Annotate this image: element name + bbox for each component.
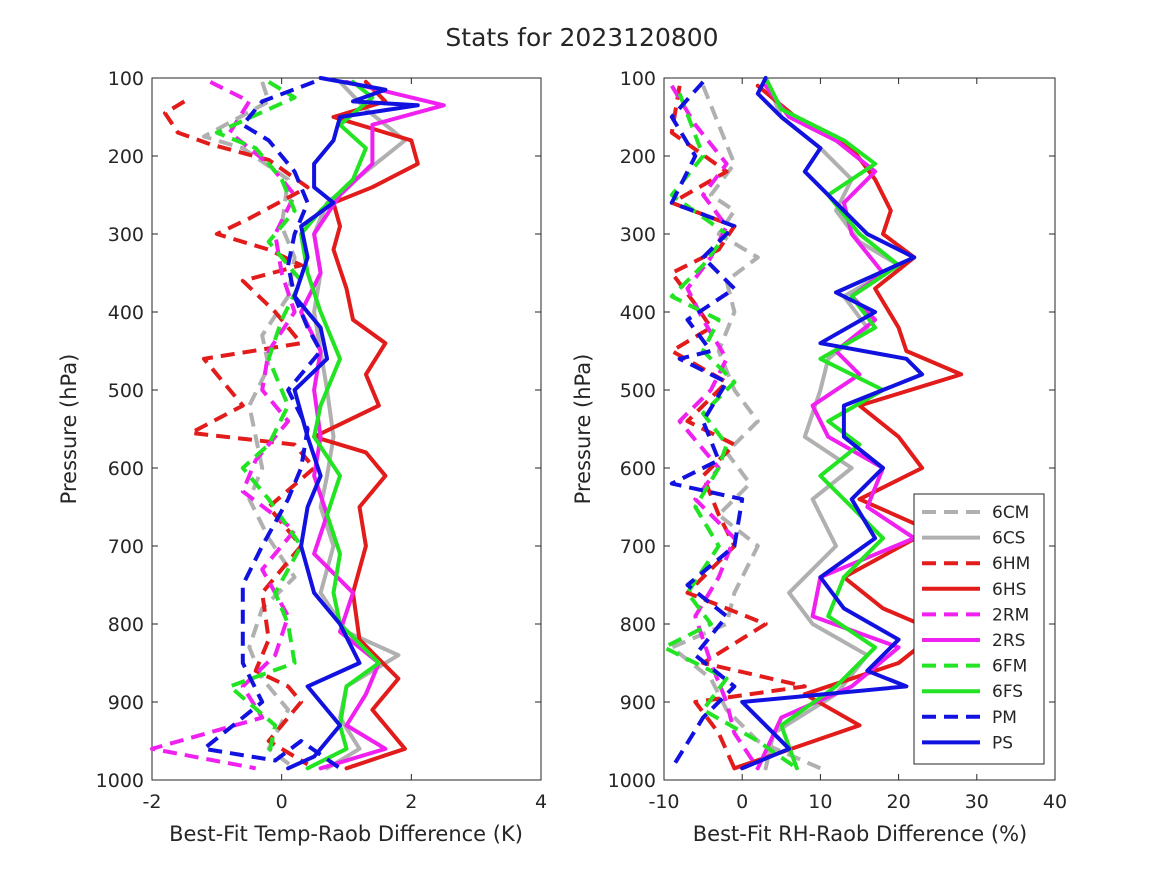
temperature-y-tick-label: 100: [108, 68, 144, 90]
legend-label-pm: PM: [992, 708, 1017, 728]
rh-x-tick-label: 0: [736, 791, 748, 813]
rh-series-line-ps: [740, 76, 925, 771]
temperature-plot-frame: [151, 77, 542, 781]
rh-series-line-6fs: [763, 76, 901, 771]
temperature-series-line-ps: [286, 76, 420, 771]
temperature-y-tick-label: 500: [108, 380, 144, 402]
temperature-y-tick-label: 300: [108, 224, 144, 246]
temperature-series-line-6hs: [312, 79, 420, 771]
legend-label-6hs: 6HS: [992, 580, 1026, 600]
temperature-series-group: [150, 76, 446, 771]
rh-x-axis-label: Best-Fit RH-Raob Difference (%): [693, 822, 1027, 846]
legend: 6CM 6CS 6HM 6HS 2RM 2RS 6FM 6FS PM PS: [913, 493, 1045, 765]
legend-label-6hm: 6HM: [992, 554, 1030, 574]
temperature-y-tick-label: 600: [108, 458, 144, 480]
rh-y-tick-label: 200: [620, 146, 656, 168]
rh-y-tick-label: 500: [620, 380, 656, 402]
rh-y-tick-label: 100: [620, 68, 656, 90]
temperature-y-tick-label: 700: [108, 536, 144, 558]
legend-label-2rm: 2RM: [992, 605, 1029, 625]
temperature-series-line-2rs: [299, 79, 446, 771]
rh-axes-group: -10 0 10 20 30 40 100 200 300 400 500 600 700 800 900 1…: [608, 68, 1067, 813]
temperature-series-line-pm: [201, 80, 342, 770]
rh-panel: -10 0 10 20 30 40 100 200 300 400 500 600 700 800 900 1…: [571, 68, 1067, 846]
legend-label-ps: PS: [992, 733, 1013, 753]
figure-title: Stats for 2023120800: [445, 23, 718, 52]
temperature-x-axis-label: Best-Fit Temp-Raob Difference (K): [169, 822, 523, 846]
rh-y-axis-label: Pressure (hPa): [571, 354, 595, 505]
rh-x-tick-label: 20: [887, 791, 911, 813]
temperature-series-line-6cm: [201, 81, 297, 770]
legend-label-6fs: 6FS: [992, 682, 1023, 702]
rh-series-line-6cm: [669, 85, 822, 771]
rh-x-tick-label: 10: [808, 791, 832, 813]
rh-y-tick-label: 300: [620, 224, 656, 246]
rh-series-line-2rm: [670, 84, 760, 770]
temperature-y-axis-label: Pressure (hPa): [57, 354, 81, 505]
rh-y-tick-label: 700: [620, 536, 656, 558]
temperature-series-line-6hm: [163, 99, 317, 767]
temperature-x-tick-label: 2: [405, 791, 417, 813]
temperature-y-tick-label: 200: [108, 146, 144, 168]
temperature-series-line-6fs: [299, 79, 381, 771]
temperature-y-tick-label: 400: [108, 302, 144, 324]
legend-label-6cs: 6CS: [992, 529, 1025, 549]
temperature-y-tick-label: 800: [108, 614, 144, 636]
temperature-axes-group: -2 0 2 4 100 200 300 400 500 600 700 800 900 1000: [96, 68, 547, 813]
rh-y-tick-label: 1000: [608, 770, 656, 792]
rh-y-tick-label: 400: [620, 302, 656, 324]
temperature-x-tick-label: 4: [535, 791, 547, 813]
rh-x-tick-label: 30: [965, 791, 989, 813]
temperature-panel: -2 0 2 4 100 200 300 400 500 600 700 800 900 1000 Bes…: [57, 68, 547, 846]
rh-series-line-2rs: [755, 83, 917, 771]
rh-series-group: [662, 76, 964, 771]
temperature-series-line-2rm: [150, 80, 297, 771]
temperature-y-tick-label: 900: [108, 692, 144, 714]
temperature-y-tick-label: 1000: [96, 770, 144, 792]
rh-x-tick-label: 40: [1043, 791, 1067, 813]
legend-label-6fm: 6FM: [992, 657, 1027, 677]
rh-y-tick-label: 800: [620, 614, 656, 636]
rh-y-tick-label: 900: [620, 692, 656, 714]
legend-label-2rs: 2RS: [992, 631, 1025, 651]
rh-series-line-pm: [669, 80, 745, 770]
temperature-x-tick-label: 0: [276, 791, 288, 813]
temperature-x-tick-label: -2: [143, 791, 162, 813]
rh-y-tick-label: 600: [620, 458, 656, 480]
rh-x-tick-label: -10: [648, 791, 679, 813]
legend-label-6cm: 6CM: [992, 503, 1029, 523]
rh-series-line-6cs: [763, 76, 901, 771]
